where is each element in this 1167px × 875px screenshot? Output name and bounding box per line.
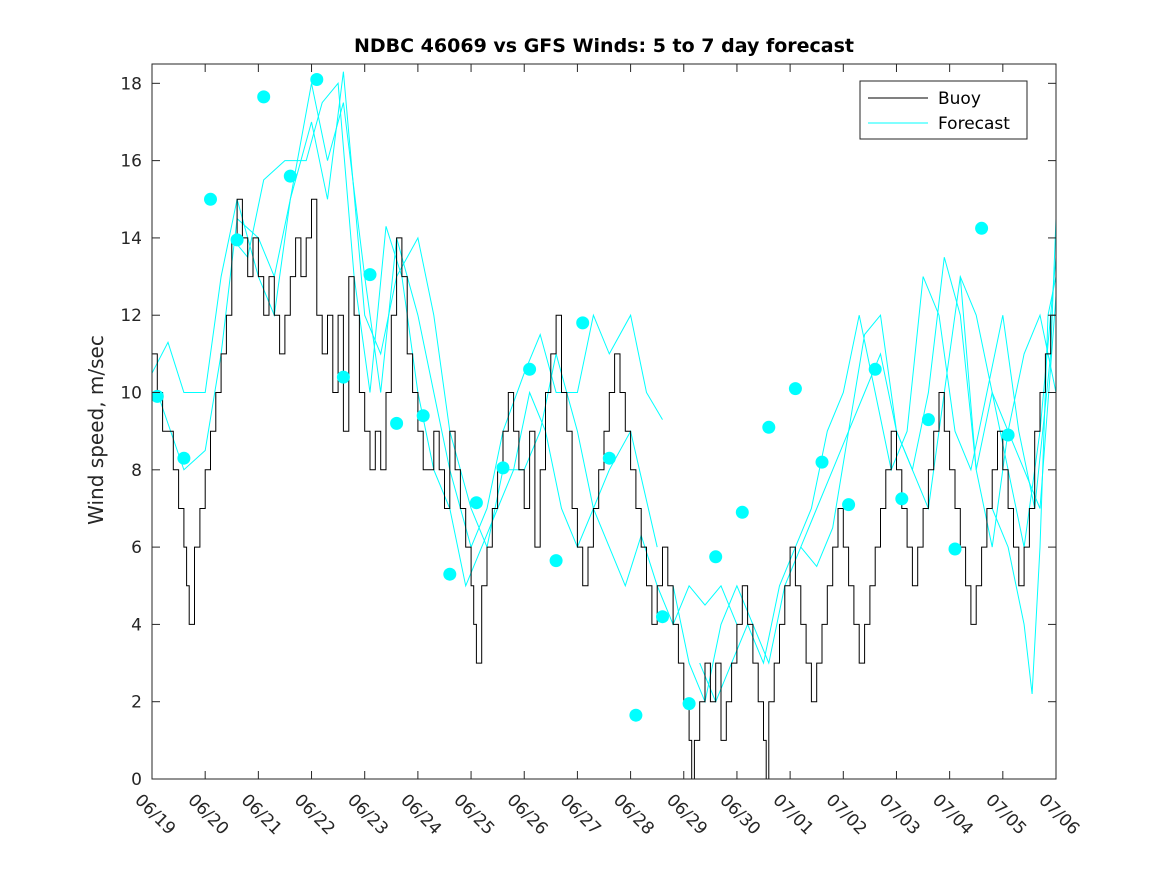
y-tick-label-14: 14 <box>120 229 142 249</box>
forecast-marker-20 <box>656 610 669 624</box>
forecast-marker-9 <box>363 268 377 282</box>
forecast-marker-18 <box>602 451 616 465</box>
forecast-marker-5 <box>257 90 271 104</box>
forecast-marker-29 <box>895 492 909 506</box>
forecast-marker-12 <box>443 567 457 581</box>
forecast-marker-7 <box>310 73 324 86</box>
y-tick-label-18: 18 <box>120 74 142 94</box>
y-tick-label-6: 6 <box>131 538 142 558</box>
forecast-marker-21 <box>682 697 696 711</box>
forecast-marker-26 <box>815 455 829 469</box>
chart-title: NDBC 46069 vs GFS Winds: 5 to 7 day fore… <box>354 35 854 57</box>
legend: Buoy Forecast <box>859 80 1028 140</box>
forecast-marker-22 <box>709 550 723 564</box>
forecast-run-line-5 <box>699 218 1056 704</box>
forecast-marker-17 <box>576 316 590 330</box>
forecast-marker-6 <box>283 169 297 183</box>
y-tick-label-4: 4 <box>131 615 142 635</box>
forecast-marker-1 <box>152 389 164 403</box>
y-tick-label-0: 0 <box>131 770 142 790</box>
forecast-marker-13 <box>469 496 483 510</box>
y-tick-label-2: 2 <box>131 693 142 713</box>
forecast-marker-8 <box>336 370 350 384</box>
y-axis-label: Wind speed, m/sec <box>84 335 108 525</box>
forecast-marker-33 <box>1001 428 1015 442</box>
forecast-marker-24 <box>762 420 776 434</box>
y-tick-label-16: 16 <box>120 152 142 172</box>
forecast-run-line-3 <box>231 82 738 626</box>
forecast-marker-3 <box>204 192 217 206</box>
forecast-marker-31 <box>948 542 962 556</box>
axes-box <box>151 63 1057 780</box>
legend-buoy-label: Buoy <box>938 89 981 109</box>
forecast-marker-4 <box>230 233 244 247</box>
buoy-line <box>152 198 1056 779</box>
legend-forecast-label: Forecast <box>938 114 1010 134</box>
series-layer <box>152 71 1056 779</box>
forecast-marker-25 <box>788 382 802 396</box>
forecast-marker-32 <box>975 221 989 235</box>
y-tick-label-12: 12 <box>120 306 142 326</box>
y-tick-label-8: 8 <box>131 461 142 481</box>
forecast-marker-15 <box>523 362 537 376</box>
forecast-marker-14 <box>496 461 510 475</box>
forecast-marker-11 <box>416 409 430 423</box>
legend-box <box>859 80 1028 140</box>
forecast-marker-16 <box>549 554 563 568</box>
forecast-marker-28 <box>868 362 882 376</box>
forecast-marker-23 <box>735 505 749 519</box>
y-tick-label-10: 10 <box>120 384 142 404</box>
forecast-marker-2 <box>177 451 191 465</box>
forecast-marker-30 <box>921 413 935 427</box>
forecast-marker-10 <box>390 416 404 430</box>
forecast-marker-19 <box>629 708 643 722</box>
forecast-run-line-6 <box>800 257 1056 568</box>
forecast-marker-27 <box>842 498 856 512</box>
